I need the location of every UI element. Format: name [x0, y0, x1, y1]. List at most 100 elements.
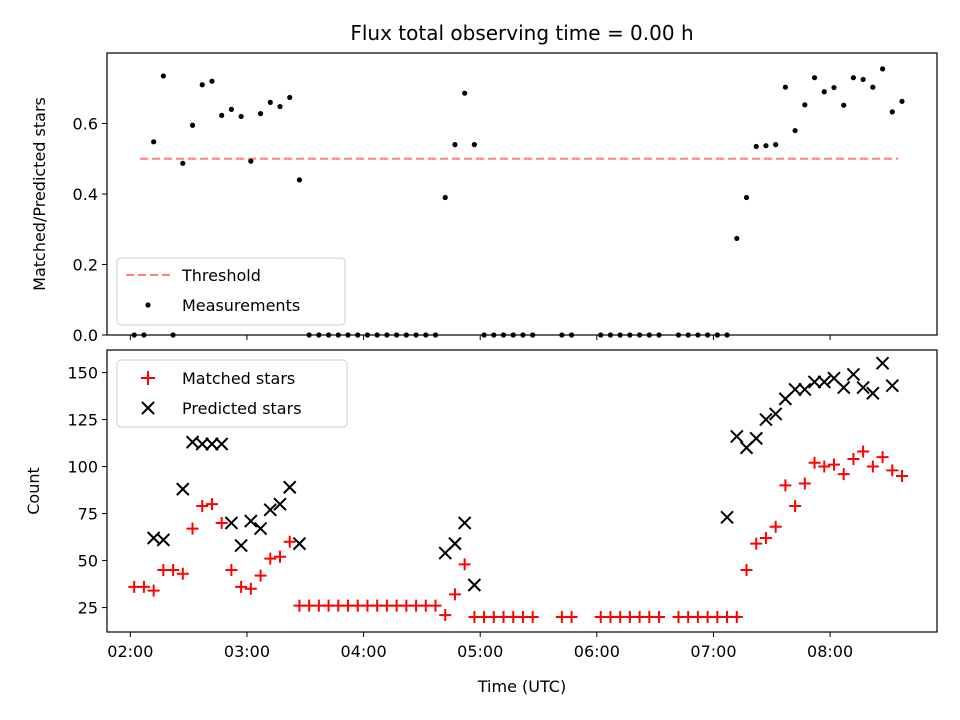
measurement-point [257, 111, 264, 117]
predicted-stars-point [749, 431, 763, 446]
matched-stars-point [847, 453, 860, 466]
matched-stars-point [866, 460, 879, 473]
measurement-point [831, 84, 837, 91]
measurement-point [821, 89, 827, 95]
measurement-point [238, 113, 244, 120]
measurement-point [471, 142, 477, 148]
top-series-layer [131, 66, 905, 338]
predicted-stars-point [273, 497, 287, 511]
measurements-legend-swatch [145, 302, 151, 308]
measurement-point [879, 66, 886, 72]
matched-stars-point [857, 445, 870, 458]
predicted-stars-point [263, 503, 277, 517]
matched-stars-point [283, 535, 296, 548]
predicted-stars-point [788, 382, 802, 397]
measurement-point [782, 84, 788, 90]
matched-stars-point [176, 567, 189, 580]
predicted-stars-point [205, 437, 219, 451]
bottom-y-tick-label: 100 [67, 458, 98, 477]
measurement-point [277, 103, 283, 110]
measurement-point [792, 127, 798, 134]
bottom-tick-layer: 25 50 75 100 125 150 02:00 03:00 04:00 05:00 06:00… [67, 364, 853, 661]
matched-stars-point [653, 610, 666, 623]
top-y-tick-label: 0.2 [73, 256, 98, 275]
matched-stars-point [215, 516, 228, 529]
matched-stars-point [759, 532, 772, 544]
matched-stars-point [896, 469, 909, 482]
measurement-point [850, 75, 857, 81]
matched-stars-point [808, 456, 821, 469]
x-tick-label: 03:00 [224, 642, 270, 661]
matched-stars-point [565, 610, 578, 623]
matched-stars-point [439, 609, 452, 622]
measurement-point [811, 75, 818, 81]
x-tick-label: 02:00 [107, 642, 153, 661]
bottom-panel: 25 50 75 100 125 150 02:00 03:00 04:00 05:00 06:00… [24, 349, 938, 696]
matched-stars-point [876, 451, 889, 464]
matched-stars-point [244, 582, 257, 595]
predicted-stars-point [836, 380, 851, 395]
measurement-point [462, 90, 468, 96]
measurement-point [199, 82, 205, 88]
measurement-point [228, 106, 235, 112]
x-axis-label: Time (UTC) [477, 677, 566, 696]
measurement-point [160, 73, 166, 79]
bottom-y-tick-label: 150 [67, 364, 98, 383]
measurement-point [287, 94, 293, 101]
bottom-series-layer [128, 356, 909, 623]
matched-stars-point [750, 537, 763, 550]
measurement-point [442, 194, 448, 201]
predicted-stars-point [214, 437, 229, 451]
matched-legend-swatch [141, 371, 155, 385]
predicted-stars-point [866, 386, 880, 400]
predicted-stars-point [759, 412, 773, 427]
measurement-point [753, 143, 759, 150]
bottom-legend-box [116, 359, 348, 428]
predicted-stars-point [156, 533, 171, 547]
predicted-stars-point [195, 437, 209, 451]
x-tick-label: 04:00 [341, 642, 387, 661]
predicted-legend-swatch [141, 401, 155, 415]
matched-stars-point [205, 498, 218, 511]
matched-stars-point [886, 464, 899, 477]
predicted-stars-point [467, 578, 482, 592]
measurement-point [151, 139, 157, 145]
predicted-stars-point [817, 375, 831, 389]
matched-stars-point [789, 500, 802, 513]
chart-title: Flux total observing time = 0.00 h [350, 21, 693, 45]
bottom-y-tick-label: 50 [78, 552, 98, 571]
matched-stars-point [798, 477, 811, 490]
top-legend: Threshold Measurements [116, 257, 346, 326]
top-y-axis-label: Matched/Predicted stars [30, 97, 49, 291]
top-panel: 0.0 0.2 0.4 0.6 Matched/Predicted stars Thr… [30, 52, 938, 345]
predicted-stars-point [176, 482, 190, 496]
bottom-legend: Matched stars Predicted stars [116, 359, 348, 428]
measurement-point [452, 142, 458, 148]
matched-stars-point [458, 558, 471, 571]
x-tick-label: 06:00 [574, 642, 620, 661]
measurement-point [267, 99, 273, 105]
matched-stars-point [264, 552, 277, 565]
matched-stars-point [526, 610, 539, 623]
predicted-stars-point [234, 538, 248, 553]
measurement-point [841, 102, 847, 108]
predicted-stars-point [807, 375, 822, 389]
x-tick-label: 05:00 [457, 642, 503, 661]
measurement-point [734, 235, 740, 242]
bottom-y-tick-label: 125 [67, 411, 98, 430]
top-y-tick-label: 0.6 [73, 115, 98, 134]
bottom-y-tick-label: 75 [78, 505, 98, 524]
measurement-point [889, 109, 895, 115]
matched-stars-point [740, 563, 753, 576]
bottom-y-tick-label: 25 [78, 599, 98, 618]
measurements-legend-label: Measurements [182, 296, 300, 315]
measurement-point [743, 194, 750, 201]
top-y-tick-label: 0.4 [73, 185, 98, 204]
predicted-stars-point [244, 514, 258, 528]
matched-stars-point [147, 584, 160, 597]
threshold-legend-label: Threshold [181, 266, 261, 285]
matched-stars-point [779, 479, 792, 492]
measurement-point [763, 143, 769, 149]
predicted-stars-point [253, 521, 268, 536]
